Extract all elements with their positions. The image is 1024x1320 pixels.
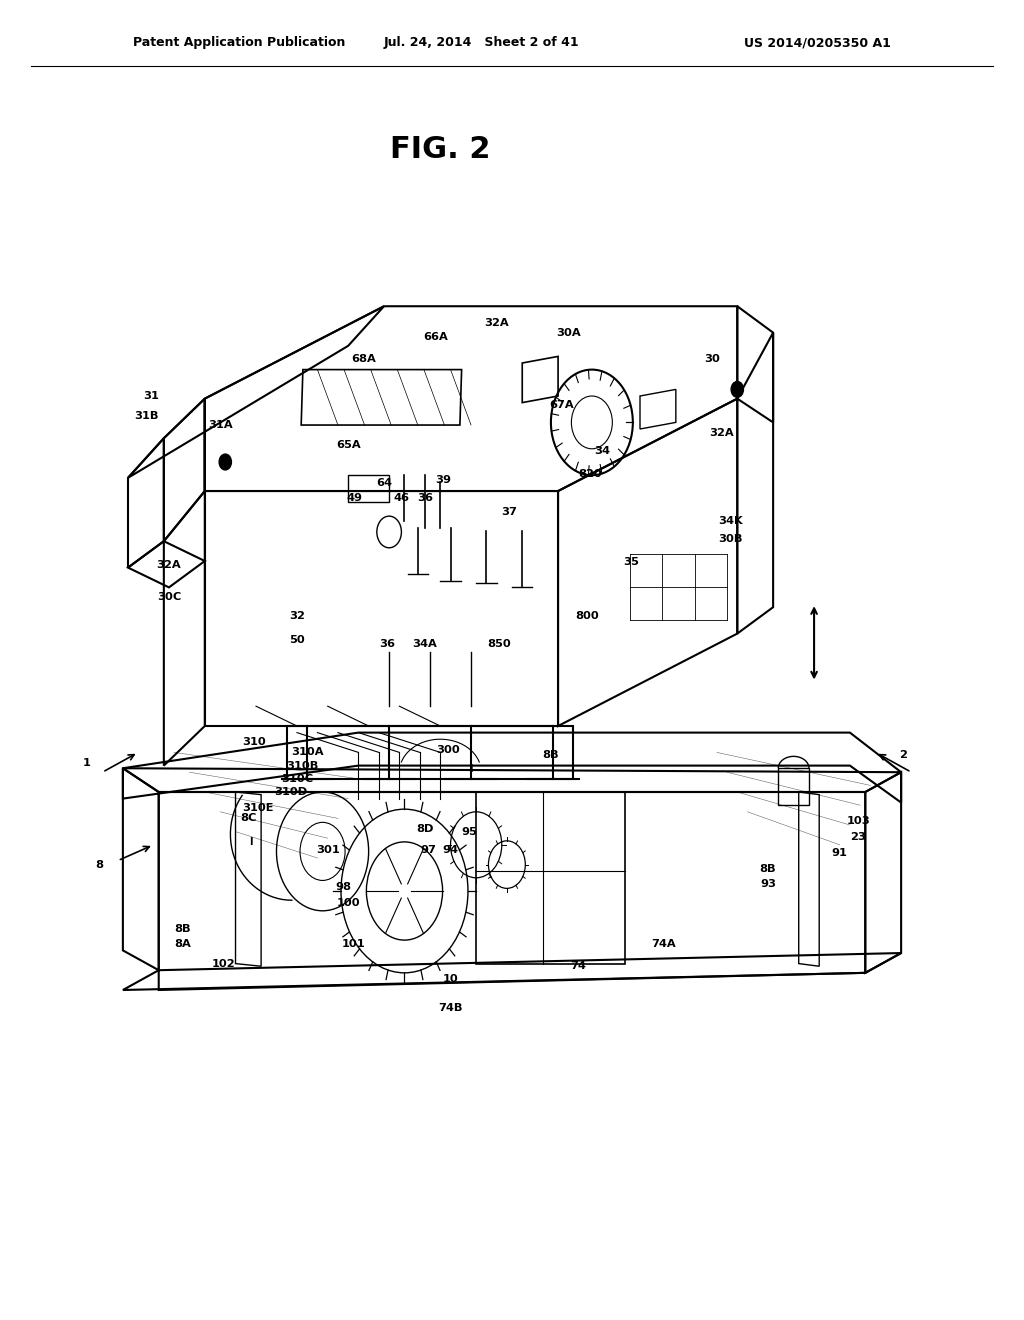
Text: 32A: 32A	[157, 560, 181, 570]
Text: 97: 97	[420, 845, 436, 855]
Text: 300: 300	[436, 744, 461, 755]
Text: 74A: 74A	[651, 939, 676, 949]
Text: 34A: 34A	[413, 639, 437, 649]
Text: 36: 36	[379, 639, 395, 649]
Text: 74B: 74B	[438, 1003, 463, 1014]
Text: 820: 820	[578, 469, 602, 479]
Text: 93: 93	[760, 879, 776, 890]
Text: 102: 102	[211, 958, 236, 969]
Text: 8: 8	[95, 859, 103, 870]
Text: 301: 301	[315, 845, 340, 855]
Text: 35: 35	[623, 557, 639, 568]
Text: US 2014/0205350 A1: US 2014/0205350 A1	[744, 36, 891, 49]
Text: 101: 101	[341, 939, 366, 949]
Text: 800: 800	[574, 611, 599, 622]
Text: 2: 2	[899, 750, 907, 760]
Text: 34K: 34K	[718, 516, 742, 527]
Text: 34: 34	[594, 446, 610, 457]
Text: 36: 36	[417, 492, 433, 503]
Text: 66A: 66A	[423, 331, 447, 342]
Text: 8B: 8B	[543, 750, 559, 760]
Text: 31B: 31B	[134, 411, 159, 421]
Text: I: I	[469, 764, 473, 775]
Text: 65A: 65A	[336, 440, 360, 450]
Text: 8C: 8C	[241, 813, 257, 824]
Text: 50: 50	[289, 635, 305, 645]
Text: 46: 46	[393, 492, 410, 503]
Text: Jul. 24, 2014   Sheet 2 of 41: Jul. 24, 2014 Sheet 2 of 41	[383, 36, 580, 49]
Text: 94: 94	[442, 845, 459, 855]
Text: 31: 31	[143, 391, 160, 401]
Text: 310C: 310C	[281, 774, 313, 784]
Text: 49: 49	[346, 492, 362, 503]
Text: 23: 23	[850, 832, 866, 842]
Text: 30: 30	[703, 354, 720, 364]
Text: 68A: 68A	[351, 354, 376, 364]
Text: 30B: 30B	[718, 533, 742, 544]
Text: 310A: 310A	[291, 747, 324, 758]
Text: 850: 850	[486, 639, 511, 649]
Text: 39: 39	[435, 475, 452, 486]
Text: Patent Application Publication: Patent Application Publication	[133, 36, 345, 49]
Text: 32: 32	[289, 611, 305, 622]
Text: 10: 10	[442, 974, 459, 985]
Text: 8B: 8B	[174, 924, 190, 935]
Text: 103: 103	[846, 816, 870, 826]
Text: 1: 1	[83, 758, 91, 768]
Text: 67A: 67A	[549, 400, 573, 411]
Text: 310E: 310E	[243, 803, 273, 813]
Text: 98: 98	[335, 882, 351, 892]
Text: I: I	[249, 837, 253, 847]
Circle shape	[731, 381, 743, 397]
Text: 74: 74	[570, 961, 587, 972]
Text: 310: 310	[242, 737, 266, 747]
Text: 30C: 30C	[157, 591, 181, 602]
Text: 100: 100	[336, 898, 360, 908]
Text: 64: 64	[376, 478, 392, 488]
Text: 32A: 32A	[484, 318, 509, 329]
Text: 32A: 32A	[710, 428, 734, 438]
Text: 91: 91	[831, 847, 848, 858]
Text: FIG. 2: FIG. 2	[390, 136, 490, 165]
Text: 310B: 310B	[286, 760, 318, 771]
Text: 37: 37	[501, 507, 517, 517]
Text: 8B: 8B	[760, 863, 776, 874]
Circle shape	[219, 454, 231, 470]
Text: 95: 95	[461, 826, 477, 837]
Text: 8A: 8A	[174, 939, 190, 949]
Text: 310D: 310D	[274, 787, 307, 797]
Text: 8D: 8D	[416, 824, 434, 834]
Text: 31A: 31A	[208, 420, 232, 430]
Text: 30A: 30A	[556, 327, 581, 338]
